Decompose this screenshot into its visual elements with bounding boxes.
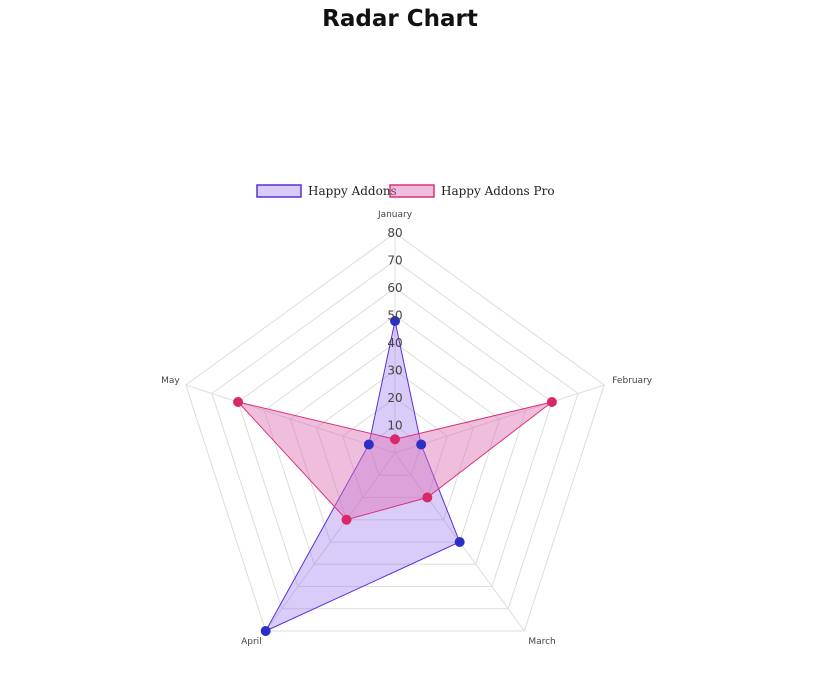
grid-spoke [185, 384, 396, 454]
grid-spoke [394, 384, 605, 454]
category-label: April [241, 637, 262, 647]
grid-ring [185, 232, 605, 632]
tick-label: 30 [387, 364, 402, 378]
tick-label: 80 [387, 226, 402, 240]
grid-ring [263, 314, 527, 565]
legend-swatch[interactable] [256, 184, 302, 198]
legend-label[interactable]: Happy Addons Pro [441, 184, 555, 198]
radar-points [233, 316, 557, 636]
grid-ring [289, 342, 501, 543]
category-label: January [377, 210, 413, 220]
category-label: May [161, 376, 180, 386]
tick-label: 70 [387, 254, 402, 268]
radar-ticks: 10 20 30 40 50 60 70 80 [387, 226, 402, 433]
radar-axis-labels: January February March April May [161, 210, 653, 647]
data-point[interactable] [390, 316, 400, 326]
tick-label: 40 [387, 336, 402, 350]
data-point[interactable] [233, 397, 244, 408]
grid-ring [237, 287, 553, 587]
tick-label: 50 [387, 309, 402, 323]
tick-label: 10 [387, 419, 402, 433]
tick-label: 20 [387, 391, 402, 405]
grid-ring [368, 424, 422, 476]
legend-swatch[interactable] [389, 184, 435, 198]
data-point[interactable] [260, 625, 271, 636]
data-point[interactable] [546, 397, 557, 408]
legend-label[interactable]: Happy Addons [308, 184, 397, 198]
category-label: March [528, 637, 555, 647]
tick-label: 60 [387, 281, 402, 295]
chart-title: Radar Chart [322, 6, 478, 32]
grid-ring [211, 259, 579, 610]
data-point[interactable] [416, 439, 427, 450]
grid-spoke [265, 452, 396, 632]
chart-legend: Happy Addons Happy Addons Pro [256, 184, 555, 198]
data-point[interactable] [422, 492, 433, 503]
category-label: February [612, 376, 653, 386]
series-area [264, 320, 461, 633]
series-area [236, 401, 553, 521]
grid-ring [315, 369, 475, 521]
data-point[interactable] [390, 434, 400, 445]
data-point[interactable] [454, 536, 465, 547]
grid-ring [342, 397, 448, 498]
data-point[interactable] [363, 439, 374, 450]
radar-series [236, 320, 553, 633]
data-point[interactable] [341, 514, 352, 525]
